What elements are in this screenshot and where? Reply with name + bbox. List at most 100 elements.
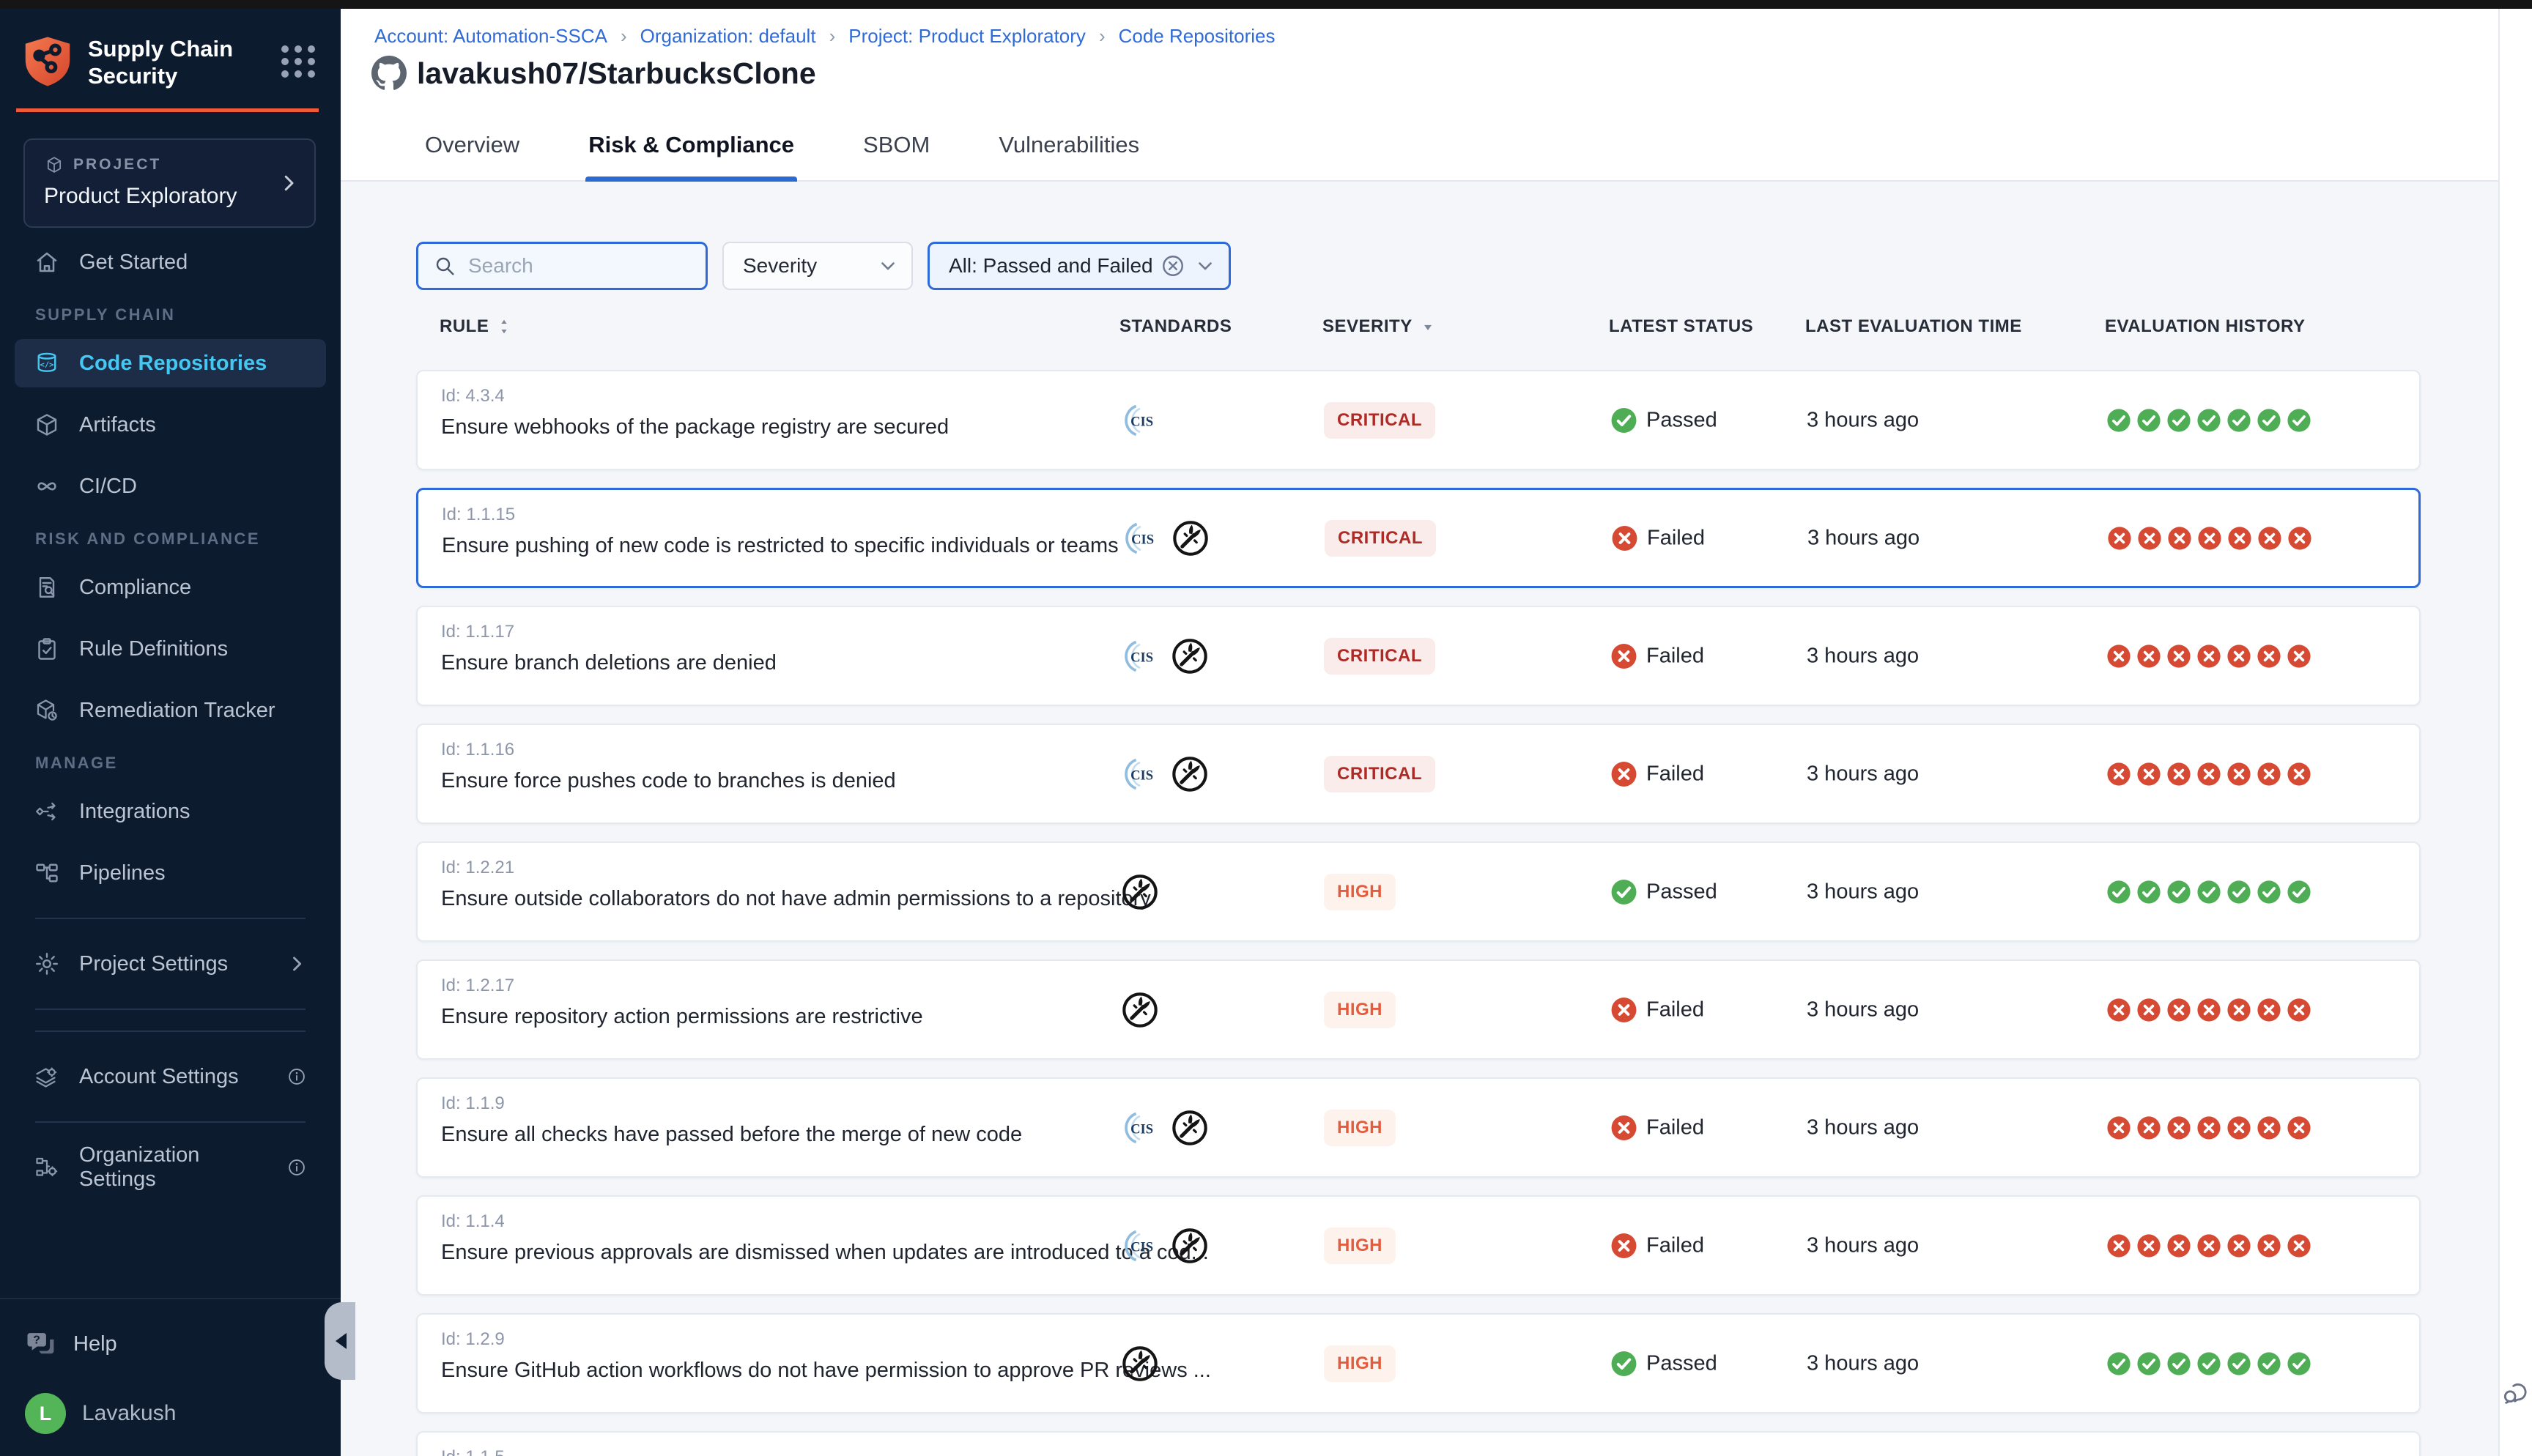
breadcrumb-link[interactable]: Project: Product Exploratory <box>848 25 1086 48</box>
history-fail-icon <box>2137 526 2162 551</box>
latest-status: Failed <box>1610 760 1704 787</box>
column-header-rule[interactable]: RULE <box>440 316 514 337</box>
clear-filter-icon[interactable] <box>1160 253 1186 279</box>
rule-text: Ensure GitHub action workflows do not ha… <box>441 1359 1211 1383</box>
column-header-last-evaluation-time[interactable]: LAST EVALUATION TIME <box>1805 316 2022 337</box>
sidebar-item-label: CI/CD <box>79 475 137 499</box>
history-pass-icon <box>2226 880 2251 905</box>
owasp-standard-icon <box>1121 991 1159 1029</box>
tab-sbom[interactable]: SBOM <box>863 110 930 180</box>
chat-support-icon[interactable] <box>2501 1378 2531 1408</box>
app-title: Supply Chain Security <box>88 35 249 89</box>
user-menu[interactable]: L Lavakush <box>25 1393 316 1434</box>
sidebar-item-integrations[interactable]: Integrations <box>15 787 326 836</box>
column-header-latest-status[interactable]: LATEST STATUS <box>1609 316 1753 337</box>
history-pass-icon <box>2196 1351 2221 1376</box>
status-icon <box>1610 1114 1637 1141</box>
breadcrumb-separator-icon: › <box>621 25 627 48</box>
history-pass-icon <box>2287 1351 2311 1376</box>
severity-filter-dropdown[interactable]: Severity <box>722 242 913 290</box>
sidebar-divider <box>35 918 306 919</box>
cis-standard-icon: CIS <box>1121 755 1159 793</box>
history-fail-icon <box>2197 526 2222 551</box>
sidebar-item-project-settings[interactable]: Project Settings <box>15 940 326 988</box>
table-row[interactable]: Id: 1.2.21 Ensure outside collaborators … <box>416 842 2421 942</box>
history-pass-icon <box>2136 408 2161 433</box>
rule-text: Ensure outside collaborators do not have… <box>441 887 1151 911</box>
sidebar-item-account-settings[interactable]: Account Settings <box>15 1052 326 1101</box>
tab-overview[interactable]: Overview <box>425 110 519 180</box>
last-evaluation-time: 3 hours ago <box>1807 880 1919 904</box>
chevron-right-icon <box>278 172 300 194</box>
breadcrumb-link[interactable]: Organization: default <box>640 25 816 48</box>
owasp-standard-icon <box>1121 1345 1159 1383</box>
column-header-label: LATEST STATUS <box>1609 316 1753 337</box>
module-grid-icon[interactable] <box>281 45 316 78</box>
last-evaluation-time: 3 hours ago <box>1807 644 1919 668</box>
cis-standard-icon: CIS <box>1122 519 1160 557</box>
history-pass-icon <box>2106 408 2131 433</box>
sidebar-item-remediation-tracker[interactable]: Remediation Tracker <box>15 686 326 735</box>
search-input[interactable] <box>467 253 691 278</box>
sidebar-item-label: Artifacts <box>79 413 156 437</box>
cis-standard-icon: CIS <box>1121 1109 1159 1147</box>
sort-desc-icon[interactable] <box>1418 317 1437 336</box>
status-filter-dropdown[interactable]: All: Passed and Failed <box>928 242 1231 290</box>
history-fail-icon <box>2196 762 2221 787</box>
table-row[interactable]: Id: 4.3.4 Ensure webhooks of the package… <box>416 370 2421 470</box>
help-button[interactable]: ? Help <box>25 1329 316 1359</box>
status-icon <box>1610 1350 1637 1377</box>
history-fail-icon <box>2226 762 2251 787</box>
tab-risk-compliance[interactable]: Risk & Compliance <box>588 110 794 180</box>
svg-text:CIS: CIS <box>1131 532 1154 547</box>
tab-vulnerabilities[interactable]: Vulnerabilities <box>999 110 1139 180</box>
breadcrumb-link[interactable]: Account: Automation-SSCA <box>374 25 607 48</box>
column-header-standards[interactable]: STANDARDS <box>1119 316 1232 337</box>
sidebar-collapse-handle[interactable] <box>325 1302 355 1380</box>
sidebar-divider <box>35 1030 306 1032</box>
status-label: Passed <box>1646 880 1717 904</box>
table-row[interactable]: Id: 1.2.17 Ensure repository action perm… <box>416 959 2421 1060</box>
history-fail-icon <box>2257 644 2281 669</box>
history-fail-icon <box>2106 1115 2131 1140</box>
breadcrumb-link[interactable]: Code Repositories <box>1119 25 1276 48</box>
column-header-severity[interactable]: SEVERITY <box>1322 316 1437 337</box>
project-name: Product Exploratory <box>44 184 267 209</box>
sidebar-item-code-repositories[interactable]: </>Code Repositories <box>15 339 326 387</box>
sidebar-item-compliance[interactable]: Compliance <box>15 563 326 612</box>
rule-text: Ensure previous approvals are dismissed … <box>441 1241 1209 1265</box>
sidebar-item-artifacts[interactable]: Artifacts <box>15 401 326 449</box>
owasp-standard-icon <box>1171 1227 1209 1265</box>
app-logo-shield-icon <box>23 35 72 88</box>
history-fail-icon <box>2136 998 2161 1022</box>
sidebar-item-pipelines[interactable]: Pipelines <box>15 849 326 897</box>
table-row[interactable]: Id: 1.1.17 Ensure branch deletions are d… <box>416 606 2421 706</box>
table-row[interactable]: Id: 1.1.4 Ensure previous approvals are … <box>416 1195 2421 1296</box>
history-fail-icon <box>2166 1115 2191 1140</box>
project-selector[interactable]: PROJECT Product Exploratory <box>23 138 316 228</box>
sort-updown-icon[interactable] <box>495 317 514 336</box>
sidebar-item-get-started[interactable]: Get Started <box>15 238 326 286</box>
history-fail-icon <box>2107 526 2132 551</box>
history-pass-icon <box>2196 408 2221 433</box>
sidebar-item-rule-definitions[interactable]: Rule Definitions <box>15 625 326 673</box>
rule-id: Id: 4.3.4 <box>441 386 505 406</box>
history-fail-icon <box>2196 1115 2221 1140</box>
sidebar-item-ci-cd[interactable]: CI/CD <box>15 462 326 510</box>
history-pass-icon <box>2226 1351 2251 1376</box>
sidebar-item-organization-settings[interactable]: Organization Settings <box>15 1143 326 1192</box>
table-row[interactable]: Id: 1.1.15 Ensure pushing of new code is… <box>416 488 2421 588</box>
column-header-evaluation-history[interactable]: EVALUATION HISTORY <box>2105 316 2305 337</box>
last-evaluation-time: 3 hours ago <box>1807 1351 1919 1375</box>
column-header-label: EVALUATION HISTORY <box>2105 316 2305 337</box>
svg-text:CIS: CIS <box>1130 414 1153 429</box>
table-row[interactable]: Id: 1.2.9 Ensure GitHub action workflows… <box>416 1313 2421 1414</box>
table-row[interactable]: Id: 1.1.16 Ensure force pushes code to b… <box>416 724 2421 824</box>
status-icon <box>1610 406 1637 434</box>
rule-id: Id: 1.2.17 <box>441 976 514 996</box>
table-row[interactable]: Id: 1.1.9 Ensure all checks have passed … <box>416 1077 2421 1178</box>
status-label: Failed <box>1646 644 1704 668</box>
table-row[interactable]: Id: 1.1.5 CIS HIGH Failed 3 hours ago <box>416 1431 2421 1456</box>
sidebar-item-label: Remediation Tracker <box>79 699 275 723</box>
sidebar-divider <box>35 1009 306 1010</box>
